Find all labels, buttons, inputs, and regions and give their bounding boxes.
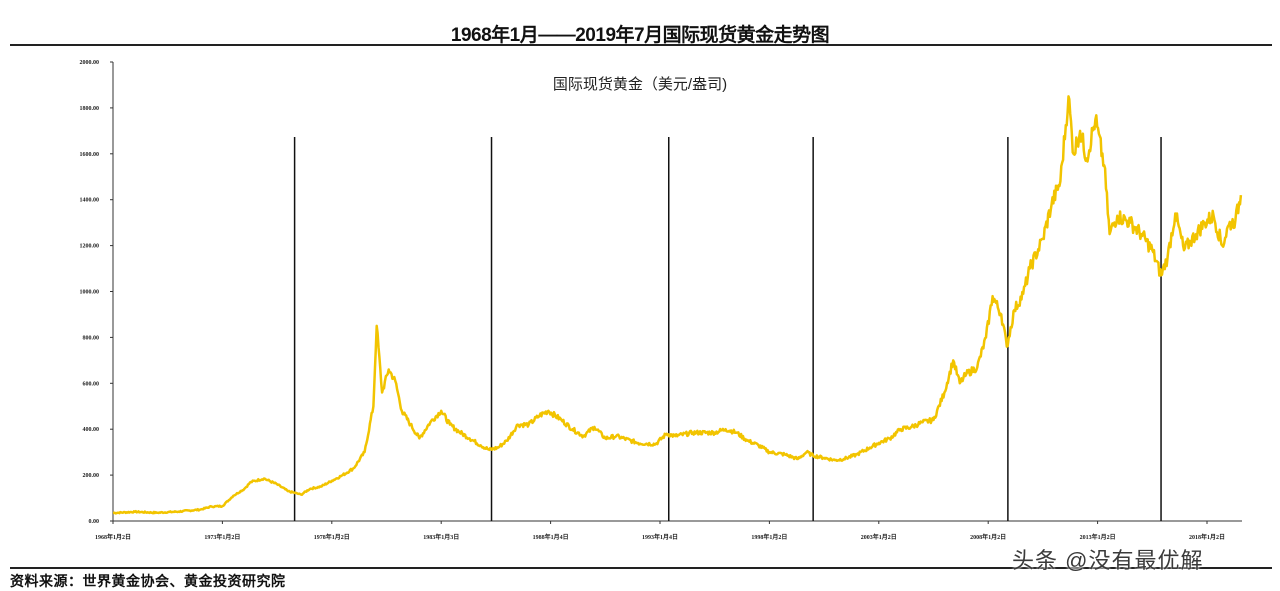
y-tick-label: 600.00 (83, 381, 100, 387)
watermark-text: 头条 @没有最优解 (1012, 548, 1204, 573)
x-tick-label: 2013年1月2日 (1080, 533, 1116, 541)
series-label: 国际现货黄金（美元/盎司) (553, 76, 727, 93)
y-tick-label: 200.00 (83, 473, 100, 479)
y-tick-label: 1400.00 (80, 198, 100, 204)
x-tick-label: 1978年1月2日 (314, 533, 350, 541)
y-tick-label: 2000.00 (80, 60, 100, 66)
y-tick-label: 1800.00 (80, 106, 100, 112)
x-tick-label: 1968年1月2日 (95, 533, 131, 541)
x-tick-label: 1988年1月4日 (533, 533, 569, 541)
title-divider (10, 44, 1272, 46)
y-tick-label: 0.00 (89, 519, 100, 525)
y-tick-label: 400.00 (83, 427, 100, 433)
y-tick-label: 1200.00 (80, 244, 100, 250)
y-tick-group: 0.00 200.00 400.00 600.00 800.00 1000.00 1200.… (80, 60, 113, 525)
x-tick-label: 2018年1月2日 (1189, 533, 1225, 541)
y-tick-label: 1000.00 (80, 290, 100, 296)
bottom-divider (10, 567, 1272, 569)
y-tick-label: 800.00 (83, 335, 100, 341)
x-tick-label: 1998年1月2日 (751, 533, 787, 541)
chart-title: 1968年1月——2019年7月国际现货黄金走势图 (450, 25, 830, 46)
gold-price-series-line (112, 95, 1243, 515)
x-tick-label: 1973年1月2日 (204, 533, 240, 541)
y-tick-label: 1600.00 (80, 152, 100, 158)
source-note: 资料来源：世界黄金协会、黄金投资研究院 (10, 575, 286, 590)
x-tick-label: 1983年1月3日 (423, 533, 459, 541)
x-tick-label: 2008年1月2日 (970, 533, 1006, 541)
x-tick-group: 1968年1月2日 1973年1月2日 1978年1月2日 1983年1月3日 1988… (95, 521, 1225, 541)
x-tick-label: 2003年1月2日 (861, 533, 897, 541)
vertical-marker-group (293, 137, 1162, 521)
x-tick-label: 1993年1月4日 (642, 533, 678, 541)
